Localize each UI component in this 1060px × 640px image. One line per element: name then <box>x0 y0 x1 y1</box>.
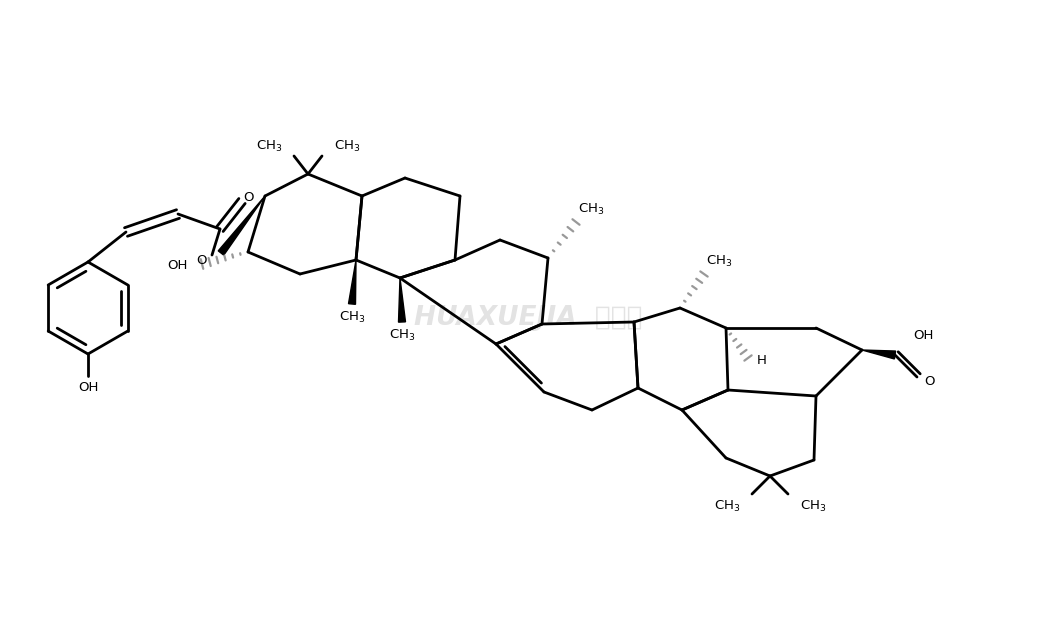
Text: H: H <box>757 353 766 367</box>
Text: CH$_3$: CH$_3$ <box>713 499 740 513</box>
Text: HUAXUEJIA  化学加: HUAXUEJIA 化学加 <box>413 305 642 331</box>
Text: CH$_3$: CH$_3$ <box>339 310 366 324</box>
Text: CH$_3$: CH$_3$ <box>706 253 732 269</box>
Text: OH: OH <box>913 328 934 342</box>
Text: CH$_3$: CH$_3$ <box>255 138 282 154</box>
Text: CH$_3$: CH$_3$ <box>800 499 827 513</box>
Text: OH: OH <box>167 259 188 271</box>
Text: CH$_3$: CH$_3$ <box>578 202 604 216</box>
Polygon shape <box>349 260 356 304</box>
Text: CH$_3$: CH$_3$ <box>389 328 416 342</box>
Polygon shape <box>862 350 896 359</box>
Polygon shape <box>218 196 265 255</box>
Text: OH: OH <box>77 381 99 394</box>
Text: O: O <box>196 253 207 266</box>
Text: CH$_3$: CH$_3$ <box>334 138 360 154</box>
Text: O: O <box>924 374 935 387</box>
Text: O: O <box>244 191 254 204</box>
Polygon shape <box>399 278 406 322</box>
